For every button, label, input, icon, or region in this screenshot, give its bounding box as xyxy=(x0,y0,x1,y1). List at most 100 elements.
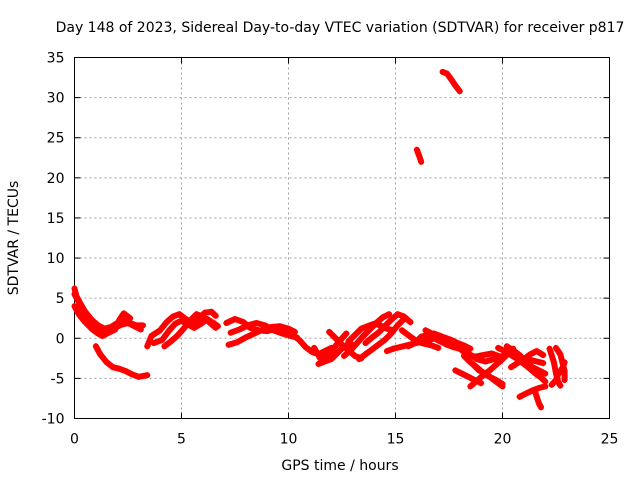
x-tick-label: 20 xyxy=(494,432,512,448)
data-point xyxy=(512,352,519,359)
data-point xyxy=(172,320,179,327)
data-point xyxy=(460,352,467,359)
data-point xyxy=(538,404,545,411)
y-tick-label: 15 xyxy=(47,211,65,227)
data-point xyxy=(315,360,322,367)
data-point xyxy=(150,340,157,347)
data-point xyxy=(225,341,232,348)
data-point xyxy=(381,336,388,343)
data-point xyxy=(148,332,155,339)
data-point xyxy=(533,393,540,400)
data-point xyxy=(174,332,181,339)
data-point xyxy=(343,330,350,337)
data-point xyxy=(358,325,365,332)
data-point xyxy=(347,347,354,354)
data-point xyxy=(345,338,352,345)
data-point xyxy=(550,359,557,366)
data-point xyxy=(75,299,82,306)
y-tick-label: -10 xyxy=(42,412,65,428)
data-point xyxy=(418,333,425,340)
data-point xyxy=(527,351,534,358)
data-point xyxy=(362,351,369,358)
data-point xyxy=(268,324,275,331)
data-point xyxy=(137,326,144,333)
data-point xyxy=(326,328,333,335)
data-point xyxy=(120,310,127,317)
data-point xyxy=(458,370,465,377)
data-point xyxy=(413,146,420,153)
data-point xyxy=(535,400,542,407)
data-point xyxy=(388,330,395,337)
data-point xyxy=(375,329,382,336)
data-point xyxy=(232,316,238,323)
data-point xyxy=(208,308,215,315)
data-point xyxy=(460,342,467,349)
data-point xyxy=(139,372,146,379)
data-point xyxy=(523,390,530,397)
data-point xyxy=(212,312,219,319)
data-point xyxy=(553,344,559,351)
data-point xyxy=(92,343,99,350)
data-point xyxy=(197,320,204,327)
data-point xyxy=(321,358,328,365)
data-point xyxy=(157,327,164,334)
data-point xyxy=(165,328,172,335)
data-point xyxy=(311,344,318,351)
data-point xyxy=(388,316,395,323)
x-tick-label: 10 xyxy=(280,432,298,448)
y-tick-label: 0 xyxy=(56,331,65,347)
axis-ticks: 0 5 10 15 20 25 -10 -5 0 5 10 15 20 25 30 35 xyxy=(42,51,619,448)
data-point xyxy=(116,365,123,372)
data-point xyxy=(398,327,405,334)
data-point xyxy=(80,307,87,314)
data-point xyxy=(368,334,375,341)
data-point xyxy=(540,360,547,367)
data-point xyxy=(542,370,549,377)
data-point xyxy=(495,344,502,351)
data-point xyxy=(561,359,568,366)
x-tick-label: 15 xyxy=(387,432,405,448)
data-point xyxy=(467,345,474,352)
data-point xyxy=(71,303,78,310)
data-point xyxy=(223,320,230,327)
data-point xyxy=(493,361,500,368)
data-point xyxy=(499,383,506,390)
data-point xyxy=(480,372,487,379)
data-point xyxy=(538,374,545,381)
x-tick-label: 25 xyxy=(601,432,619,448)
data-point xyxy=(383,348,390,355)
data-point xyxy=(490,356,497,363)
data-point xyxy=(525,364,532,371)
data-point xyxy=(478,380,485,387)
data-point xyxy=(332,335,339,342)
y-tick-label: -5 xyxy=(51,371,65,387)
data-point xyxy=(443,70,450,77)
data-point xyxy=(473,356,480,363)
y-axis-title: SDTVAR / TECUs xyxy=(6,181,22,296)
data-point xyxy=(516,393,523,400)
data-point xyxy=(82,319,89,326)
data-point xyxy=(99,332,106,339)
data-point xyxy=(356,356,363,363)
data-point xyxy=(441,334,448,341)
grid xyxy=(74,57,610,419)
data-point xyxy=(480,352,487,359)
data-point xyxy=(364,323,371,330)
data-point xyxy=(559,364,566,371)
data-point xyxy=(105,329,112,336)
data-point xyxy=(411,340,418,347)
data-point xyxy=(116,316,123,323)
data-point xyxy=(555,371,562,378)
data-trace xyxy=(531,386,544,411)
data-point xyxy=(169,313,176,320)
data-point xyxy=(127,315,134,322)
data-point xyxy=(386,311,393,318)
data-point xyxy=(557,382,564,389)
data-point xyxy=(379,314,386,321)
data-point xyxy=(176,311,183,318)
data-point xyxy=(161,343,168,350)
data-point xyxy=(452,82,459,89)
data-point xyxy=(475,367,482,374)
data-point xyxy=(324,352,331,359)
data-point xyxy=(394,322,401,329)
